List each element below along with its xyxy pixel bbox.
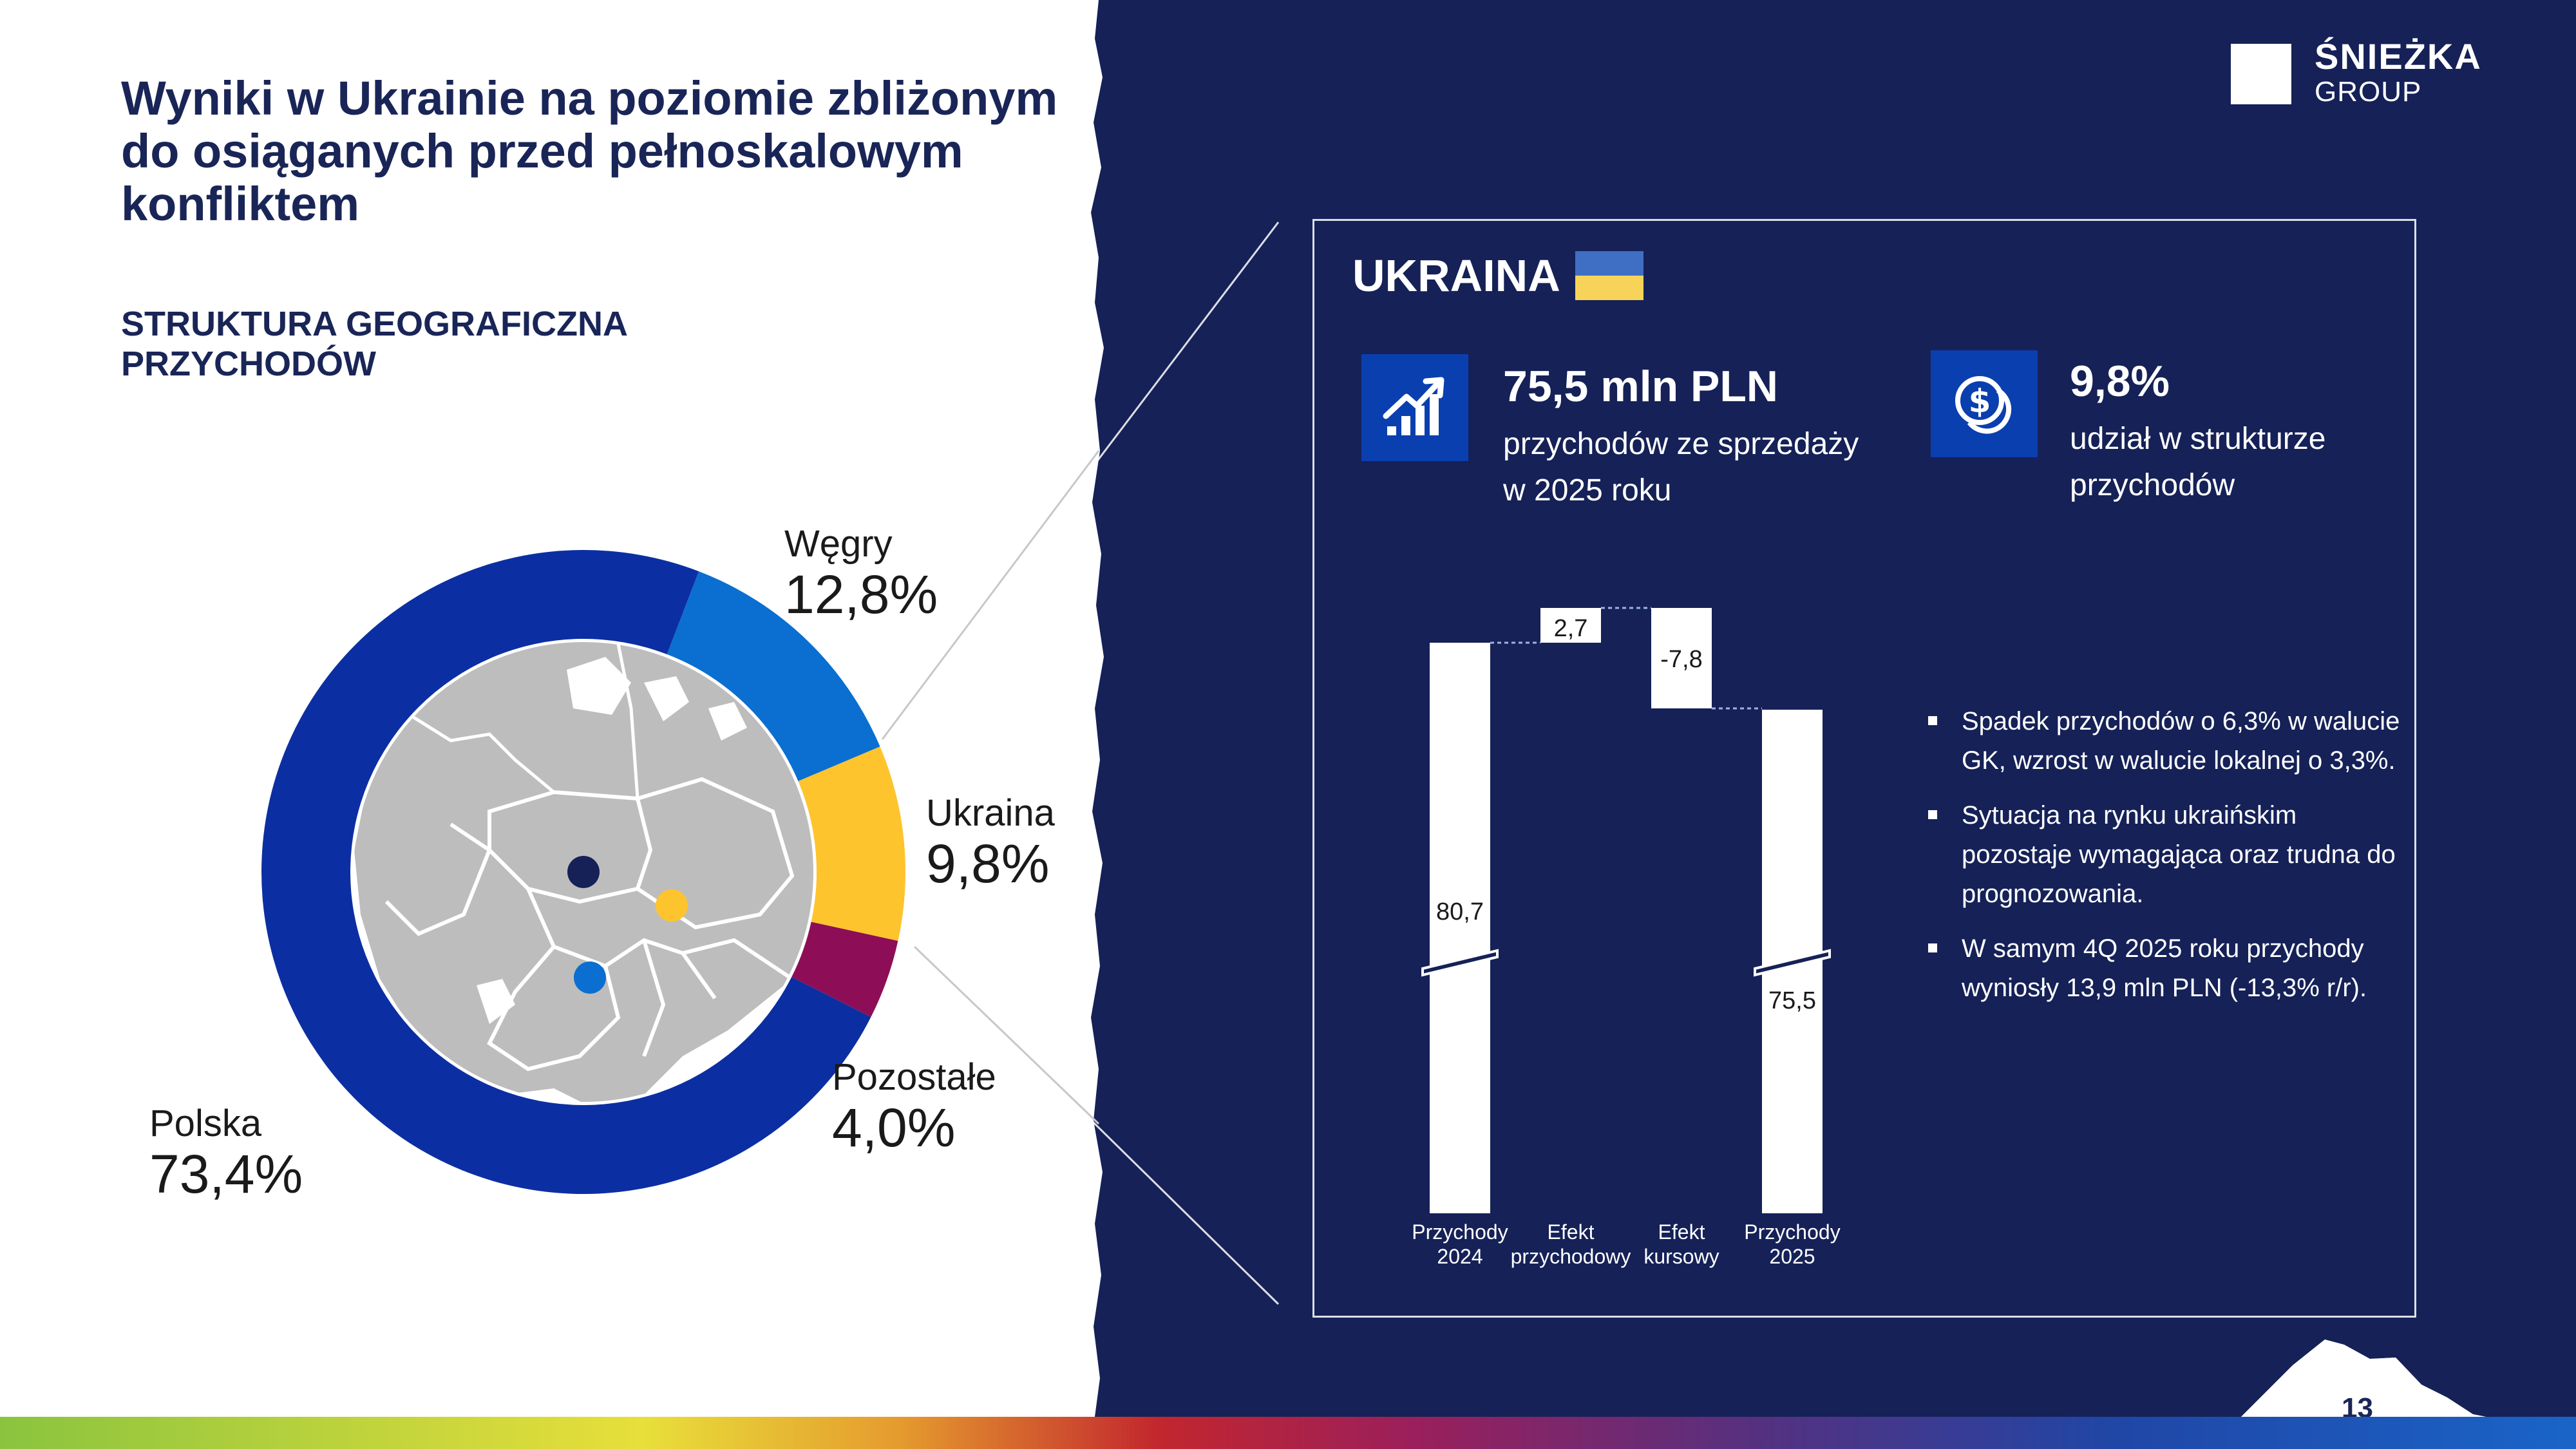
donut-slice-polska [261,550,871,1195]
bullet-item: W samym 4Q 2025 roku przychody wyniosły … [1926,929,2402,1008]
marker-ukraina [656,889,688,922]
kpi-share-desc-2: przychodów [2070,468,2235,502]
waterfall-value-label-3: -7,8 [1660,646,1702,673]
waterfall-value-label-4: 75,5 [1768,987,1816,1014]
donut-slice-pozosta-e [791,922,898,1018]
waterfall-category-label-4-1: Przychody [1744,1220,1840,1244]
waterfall-bar-3 [1651,608,1712,708]
svg-text:$: $ [1969,383,1991,420]
waterfall-category-label-1-2: 2024 [1437,1245,1482,1268]
kpi-share-desc-1: udział w strukturze [2070,422,2326,456]
donut-slice-ukraina [798,746,905,942]
waterfall-bar-1 [1430,643,1490,1213]
logo-name: ŚNIEŻKA [2315,36,2482,77]
waterfall-category-label-4-2: 2025 [1769,1245,1815,1268]
label-wegry-pct: 12,8% [784,564,938,625]
marker-wegry [574,961,606,994]
axis-break-4 [1754,949,1831,977]
logo-mark [2231,44,2291,104]
bullet-list: Spadek przychodów o 6,3% w walucie GK, w… [1926,702,2402,1023]
label-ukraina-name: Ukraina [926,792,1055,834]
kpi-revenue-desc-2: w 2025 roku [1503,473,1672,507]
donut-chart [261,550,905,1195]
label-ukraina-pct: 9,8% [926,833,1050,894]
flag-ukraine-blue [1575,251,1643,276]
waterfall-category-label-3-2: kursowy [1643,1245,1719,1268]
page-title: Wyniki w Ukrainie na poziomie zbliżonym … [121,71,1058,231]
kpi-revenue-value: 75,5 mln PLN [1503,362,1779,411]
ukraine-panel [1312,219,2416,1318]
axis-break-1 [1421,949,1499,977]
country-title: UKRAINA [1352,251,1560,301]
label-wegry-name: Węgry [784,523,893,565]
waterfall-category-label-2-2: przychodowy [1511,1245,1631,1268]
label-polska: Polska 73,4% [149,1103,303,1203]
bullet-item: Sytuacja na rynku ukraińskim pozostaje w… [1926,796,2402,914]
kpi-share-value: 9,8% [2070,357,2170,406]
label-pozostale: Pozostałe 4,0% [832,1056,996,1157]
bullet-item: Spadek przychodów o 6,3% w walucie GK, w… [1926,702,2402,781]
marker-polska [567,856,600,888]
label-polska-pct: 73,4% [149,1144,303,1204]
label-ukraina: Ukraina 9,8% [926,792,1055,893]
waterfall-category-label-1-1: Przychody [1412,1220,1508,1244]
bullet-text-3: W samym 4Q 2025 roku przychody wyniosły … [1962,934,2367,1002]
coins-icon: $ [1931,350,2038,457]
donut-slice-w-gry [667,571,880,782]
waterfall-value-label-2: 2,7 [1554,615,1588,642]
bullet-text-1: Spadek przychodów o 6,3% w walucie GK, w… [1962,707,2400,775]
chart-subtitle: STRUKTURA GEOGRAFICZNA PRZYCHODÓW [121,305,627,383]
waterfall-bar-2 [1540,608,1601,643]
waterfall-category-label-3-1: Efekt [1658,1220,1705,1244]
bullet-marker [1928,943,1937,952]
gradient-footer-bar [0,1417,2576,1449]
label-wegry: Węgry 12,8% [784,523,938,623]
growth-chart-icon [1361,354,1468,461]
kpi-revenue-desc-1: przychodów ze sprzedaży [1503,427,1859,461]
label-pozostale-name: Pozostałe [832,1056,996,1098]
label-pozostale-pct: 4,0% [832,1097,956,1158]
label-polska-name: Polska [149,1103,262,1144]
bullet-marker [1928,810,1937,819]
waterfall-category-label-2-1: Efekt [1548,1220,1595,1244]
logo-subtitle: GROUP [2315,76,2422,108]
bullet-text-2: Sytuacja na rynku ukraińskim pozostaje w… [1962,801,2396,908]
flag-ukraine-yellow [1575,276,1643,300]
waterfall-value-label-1: 80,7 [1436,898,1484,925]
bullet-marker [1928,716,1937,725]
